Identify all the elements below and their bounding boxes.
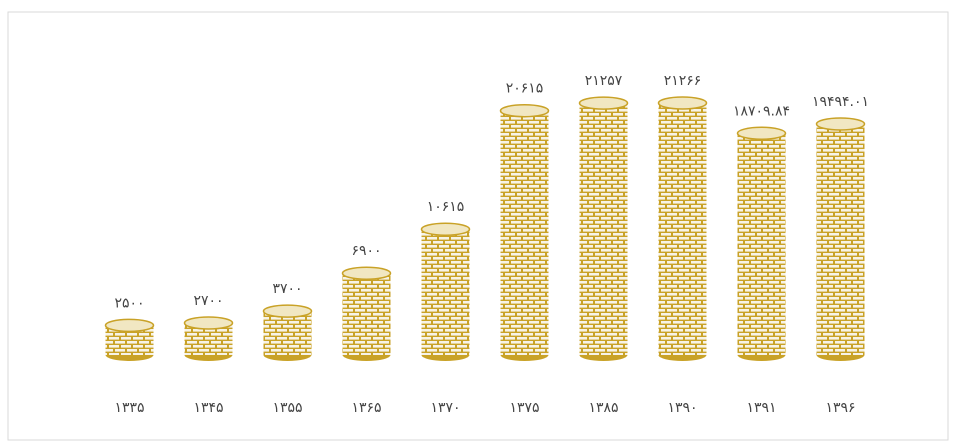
chart-frame	[7, 11, 949, 441]
x-tick-label: ۱۳۳۵	[114, 400, 144, 416]
bar-top	[183, 316, 234, 330]
bar-top	[578, 96, 629, 110]
bar-top	[420, 222, 471, 236]
bar-top	[815, 117, 866, 131]
bar	[737, 133, 786, 355]
x-tick-label: ۱۳۷۵	[509, 400, 539, 416]
x-tick-label: ۱۳۹۶	[825, 400, 855, 416]
bar	[658, 103, 707, 355]
x-tick-label: ۱۳۷۰	[430, 400, 460, 416]
bar	[342, 273, 391, 355]
x-tick-label: ۱۳۹۱	[746, 400, 776, 416]
value-label: ۲۱۲۶۶	[664, 73, 702, 89]
value-label: ۲۱۲۵۷	[585, 73, 623, 89]
bar-top	[499, 103, 550, 118]
bar-top	[104, 318, 155, 333]
value-label: ۱۹۴۹۴.۰۱	[812, 94, 869, 110]
x-tick-label: ۱۳۹۰	[667, 400, 697, 416]
x-tick-label: ۱۳۶۵	[351, 400, 381, 416]
x-tick-label: ۱۳۴۵	[193, 400, 223, 416]
x-tick-label: ۱۳۵۵	[272, 400, 302, 416]
bar-top	[262, 304, 313, 318]
value-label: ۶۹۰۰	[351, 243, 381, 259]
bar-top	[736, 126, 787, 141]
x-tick-label: ۱۳۸۵	[588, 400, 618, 416]
bar	[421, 229, 470, 355]
bar-top	[341, 266, 392, 280]
value-label: ۳۷۰۰	[272, 281, 302, 297]
value-label: ۱۸۷۰۹.۸۴	[733, 103, 790, 119]
value-label: ۲۰۶۱۵	[506, 81, 544, 97]
bar	[263, 311, 312, 355]
bar	[579, 103, 628, 355]
value-label: ۲۷۰۰	[193, 293, 223, 309]
bar-top	[657, 96, 708, 110]
bar	[500, 110, 549, 355]
bar	[816, 123, 865, 355]
value-label: ۱۰۶۱۵	[427, 199, 465, 215]
value-label: ۲۵۰۰	[114, 295, 144, 311]
